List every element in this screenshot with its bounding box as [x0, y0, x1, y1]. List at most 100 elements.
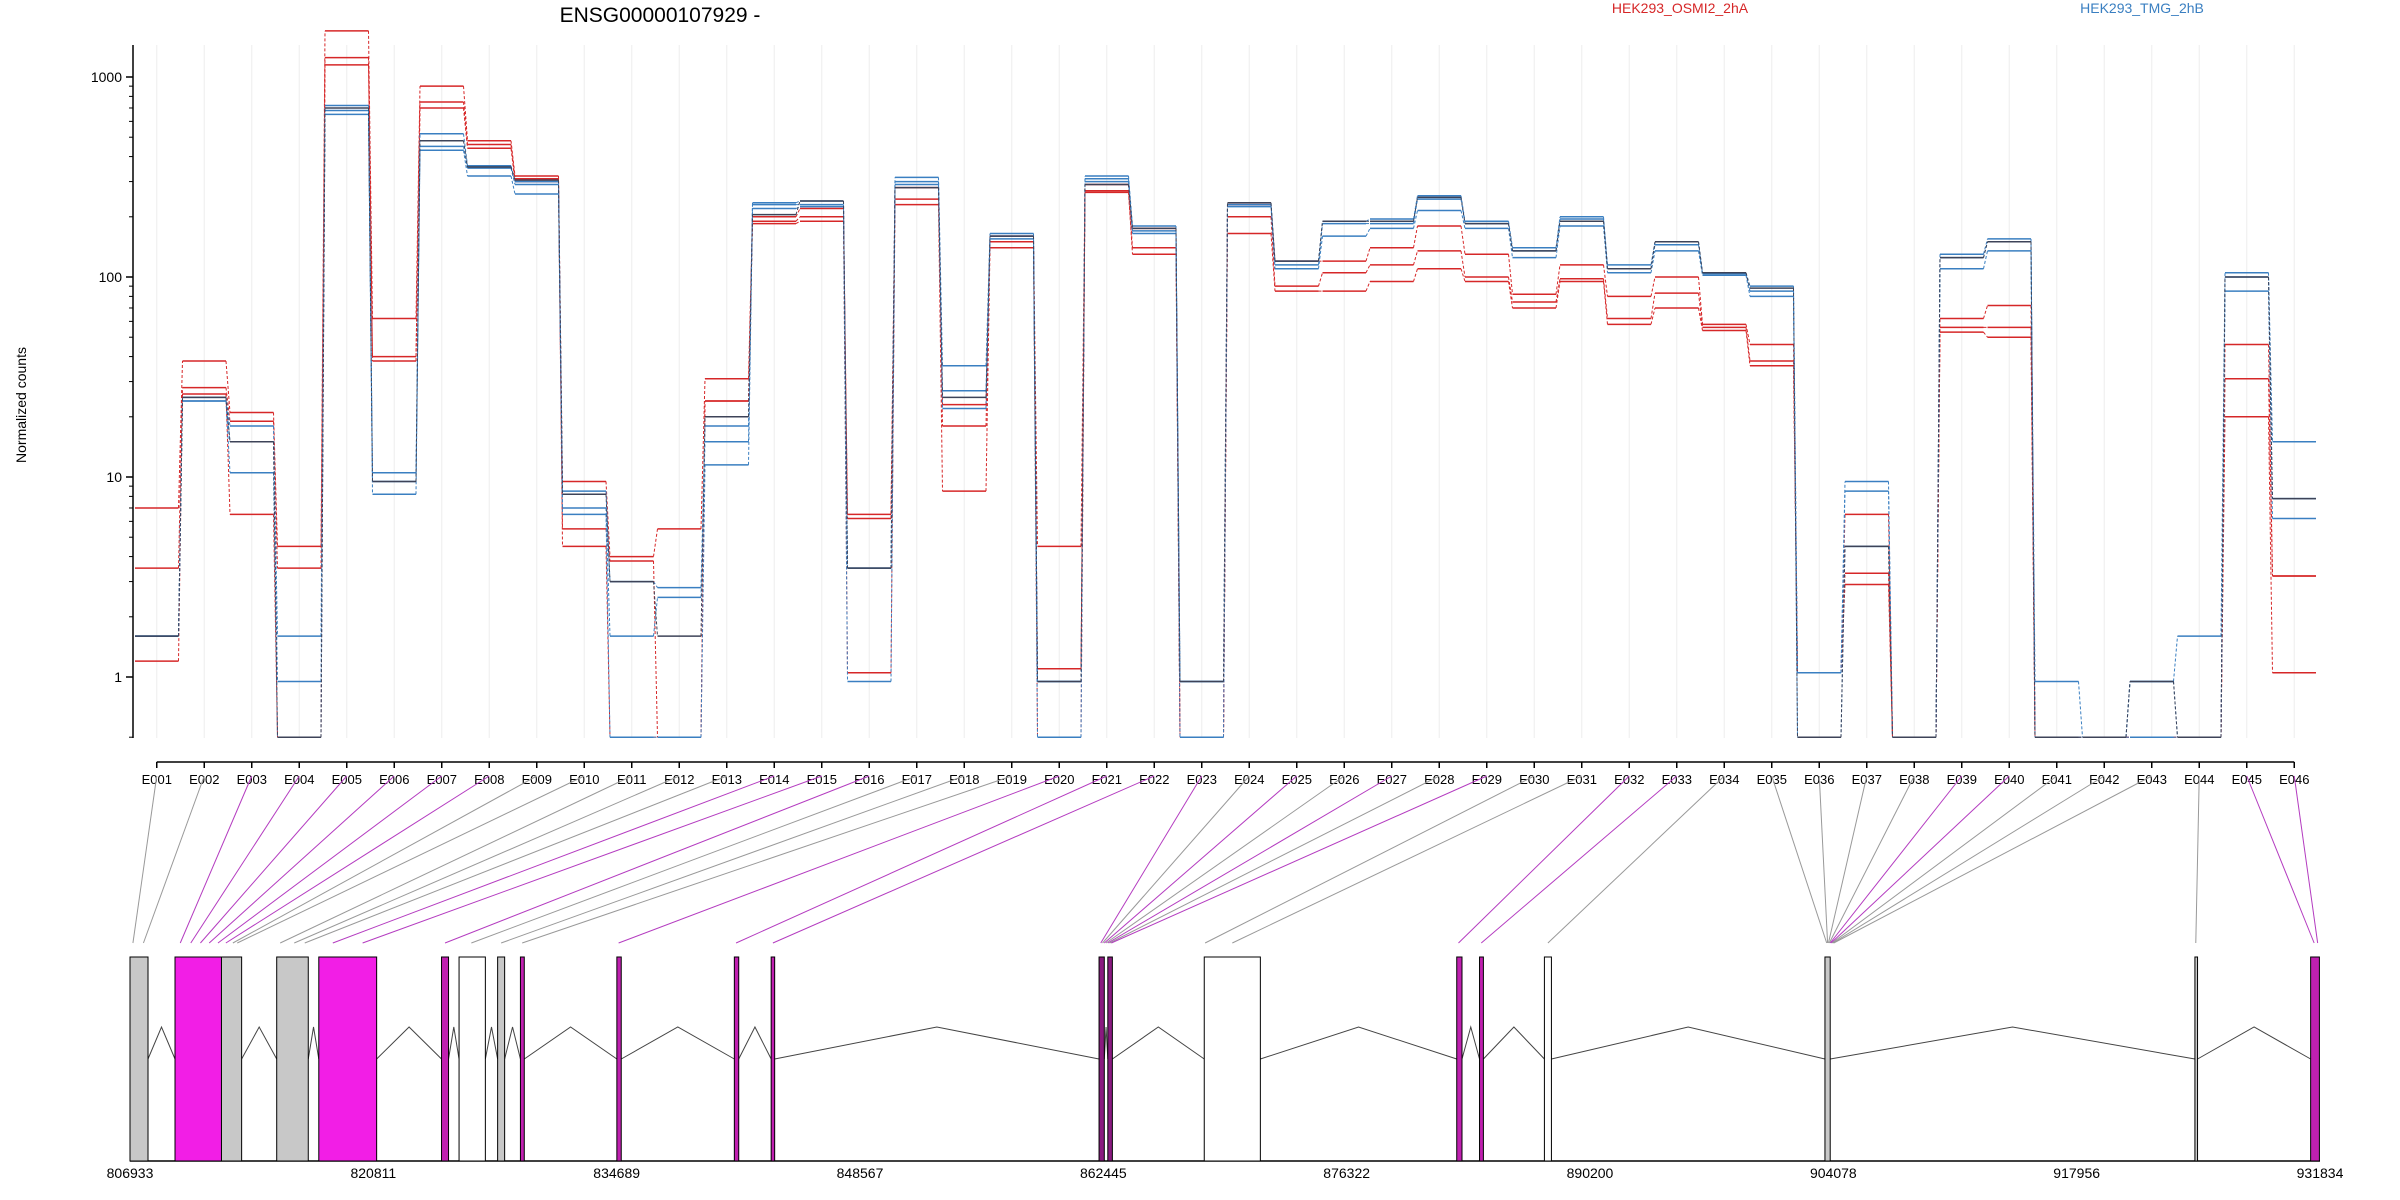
series-connector	[1650, 241, 1656, 269]
series-connector	[1555, 281, 1561, 309]
series-connector	[178, 387, 183, 569]
series-connector	[463, 107, 468, 149]
series-connector	[1413, 250, 1418, 265]
series-connector	[1983, 331, 1988, 338]
x-tick-label: E027	[1377, 772, 1407, 787]
intron-line	[524, 1026, 618, 1060]
series-connector	[1888, 491, 1893, 738]
x-tick-label: E024	[1234, 772, 1264, 787]
series-connector	[653, 561, 658, 738]
exon-connector	[1829, 775, 1963, 944]
x-tick-label: E010	[569, 772, 599, 787]
x-tick-label: E017	[902, 772, 932, 787]
series-connector	[1745, 272, 1751, 289]
series-connector	[463, 140, 468, 168]
x-tick-label: E009	[522, 772, 552, 787]
series-connector	[795, 216, 801, 222]
coordinate-label: 806933	[107, 1165, 154, 1181]
series-connector	[510, 166, 516, 181]
series-connector	[2030, 238, 2036, 682]
series-connector	[273, 425, 278, 637]
exon-box	[1479, 956, 1484, 1162]
series-connector	[938, 184, 943, 409]
series-connector	[1603, 281, 1608, 325]
exon-box	[1203, 956, 1261, 1162]
series-connector	[605, 507, 611, 637]
intron-line	[1260, 1026, 1457, 1060]
grid-lines	[156, 45, 2295, 738]
exon-connector	[1818, 775, 1829, 944]
series-connector	[700, 464, 706, 738]
exon-connector	[618, 775, 1060, 944]
exon-connector	[1107, 775, 1393, 944]
x-tick-label: E043	[2137, 772, 2167, 787]
exon-connector	[179, 775, 253, 944]
exon-box	[220, 956, 243, 1162]
y-tick-label: 100	[99, 269, 123, 285]
series-connector	[415, 150, 421, 495]
x-tick-label: E037	[1852, 772, 1882, 787]
intron-line	[1830, 1026, 2195, 1060]
exon-box	[276, 956, 309, 1162]
series-connector	[225, 400, 231, 473]
series-connector	[368, 107, 373, 482]
exon-box	[129, 956, 149, 1162]
exon-box	[458, 956, 486, 1162]
series-connector	[178, 361, 183, 508]
series-connector	[1413, 225, 1418, 248]
exon-box	[2310, 956, 2320, 1162]
intron-line	[2197, 1026, 2311, 1060]
exon-connector	[1828, 775, 1915, 944]
series-connector	[368, 64, 373, 362]
series-connector	[1555, 225, 1561, 258]
y-tick-label: 1	[114, 669, 122, 685]
series-connector	[2173, 681, 2178, 738]
series-connector	[700, 416, 706, 637]
x-tick-label: E007	[427, 772, 457, 787]
series-connector	[1460, 197, 1466, 224]
series-connector	[2268, 378, 2273, 576]
x-tick-label: E019	[997, 772, 1027, 787]
intron-line	[1103, 1026, 1109, 1060]
series-line	[135, 107, 2316, 738]
series-connector	[1983, 305, 1988, 319]
intron-line	[448, 1026, 460, 1060]
series-connector	[890, 187, 896, 569]
series-connector	[1555, 216, 1561, 248]
gene-model: 806933 820811 834689 848567 862445 876322 8902…	[107, 956, 2344, 1181]
coordinate-label: 917956	[2053, 1165, 2100, 1181]
series-connector	[2268, 416, 2273, 673]
x-tick-label: E003	[237, 772, 267, 787]
series-connector	[1508, 254, 1513, 295]
y-tick-label: 10	[106, 469, 122, 485]
series-connector	[985, 236, 991, 398]
series-connector	[1128, 181, 1133, 234]
intron-line	[241, 1025, 278, 1060]
series-connector	[605, 514, 611, 738]
exon-connector	[232, 775, 537, 944]
x-tick-label: E013	[712, 772, 742, 787]
x-tick-label: E041	[2042, 772, 2072, 787]
series-connector	[320, 57, 326, 569]
series-connector	[653, 581, 658, 588]
exon-connector	[1102, 775, 1250, 944]
series-connector	[1698, 250, 1703, 276]
series-connector	[1033, 236, 1038, 682]
series-connector	[2268, 276, 2273, 499]
series-connector	[843, 200, 848, 569]
series-connector	[605, 494, 611, 582]
series-connector	[415, 86, 421, 319]
exon-connector	[1232, 775, 1582, 944]
exon-connector	[1111, 775, 1487, 944]
exon-box	[1543, 956, 1552, 1162]
x-tick-label: E038	[1899, 772, 1929, 787]
series-connector	[1365, 228, 1371, 237]
x-tick-label: E029	[1472, 772, 1502, 787]
x-axis: E001E002E003E004E005E006E007E008E009E010…	[142, 761, 2309, 787]
series-connector	[1460, 268, 1466, 282]
series-connector	[510, 148, 516, 182]
coordinate-label: 890200	[1567, 1165, 1614, 1181]
exon-connector	[132, 775, 158, 944]
x-tick-label: E016	[854, 772, 884, 787]
exon-connector	[1830, 775, 2010, 944]
